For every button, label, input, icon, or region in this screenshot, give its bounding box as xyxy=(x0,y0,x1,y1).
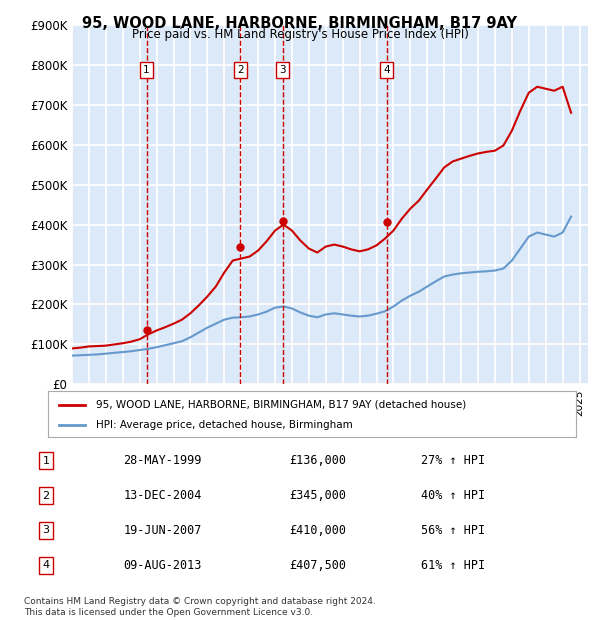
Text: 40% ↑ HPI: 40% ↑ HPI xyxy=(421,489,485,502)
Text: 4: 4 xyxy=(383,64,390,75)
Text: HPI: Average price, detached house, Birmingham: HPI: Average price, detached house, Birm… xyxy=(95,420,352,430)
Text: 13-DEC-2004: 13-DEC-2004 xyxy=(124,489,202,502)
Text: 3: 3 xyxy=(43,526,50,536)
Text: 1: 1 xyxy=(43,456,50,466)
Text: 2: 2 xyxy=(237,64,244,75)
Text: 2: 2 xyxy=(43,490,50,500)
Text: 28-MAY-1999: 28-MAY-1999 xyxy=(124,454,202,467)
Text: 09-AUG-2013: 09-AUG-2013 xyxy=(124,559,202,572)
Text: Contains HM Land Registry data © Crown copyright and database right 2024.
This d: Contains HM Land Registry data © Crown c… xyxy=(24,598,376,617)
Text: 61% ↑ HPI: 61% ↑ HPI xyxy=(421,559,485,572)
Text: 56% ↑ HPI: 56% ↑ HPI xyxy=(421,524,485,537)
Text: £136,000: £136,000 xyxy=(289,454,346,467)
Text: £345,000: £345,000 xyxy=(289,489,346,502)
Text: 95, WOOD LANE, HARBORNE, BIRMINGHAM, B17 9AY: 95, WOOD LANE, HARBORNE, BIRMINGHAM, B17… xyxy=(83,16,517,30)
Text: 95, WOOD LANE, HARBORNE, BIRMINGHAM, B17 9AY (detached house): 95, WOOD LANE, HARBORNE, BIRMINGHAM, B17… xyxy=(95,399,466,410)
Text: 19-JUN-2007: 19-JUN-2007 xyxy=(124,524,202,537)
Text: 27% ↑ HPI: 27% ↑ HPI xyxy=(421,454,485,467)
Text: 4: 4 xyxy=(43,560,50,570)
Text: 1: 1 xyxy=(143,64,150,75)
Text: £410,000: £410,000 xyxy=(289,524,346,537)
Text: Price paid vs. HM Land Registry's House Price Index (HPI): Price paid vs. HM Land Registry's House … xyxy=(131,28,469,41)
Text: £407,500: £407,500 xyxy=(289,559,346,572)
Text: 3: 3 xyxy=(280,64,286,75)
